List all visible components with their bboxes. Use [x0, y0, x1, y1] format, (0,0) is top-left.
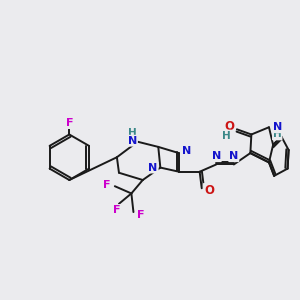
Text: O: O [204, 184, 214, 197]
Text: N: N [148, 163, 158, 172]
Text: N: N [273, 122, 282, 132]
Text: H: H [273, 130, 282, 140]
Text: F: F [113, 205, 121, 215]
Text: N: N [128, 136, 137, 146]
Text: H: H [128, 128, 137, 138]
Text: F: F [103, 180, 110, 190]
Text: N: N [182, 146, 191, 156]
Text: O: O [225, 120, 235, 133]
Text: N: N [212, 151, 221, 161]
Text: F: F [137, 210, 144, 220]
Text: N: N [229, 151, 239, 161]
Text: H: H [222, 130, 231, 140]
Text: F: F [66, 118, 73, 128]
